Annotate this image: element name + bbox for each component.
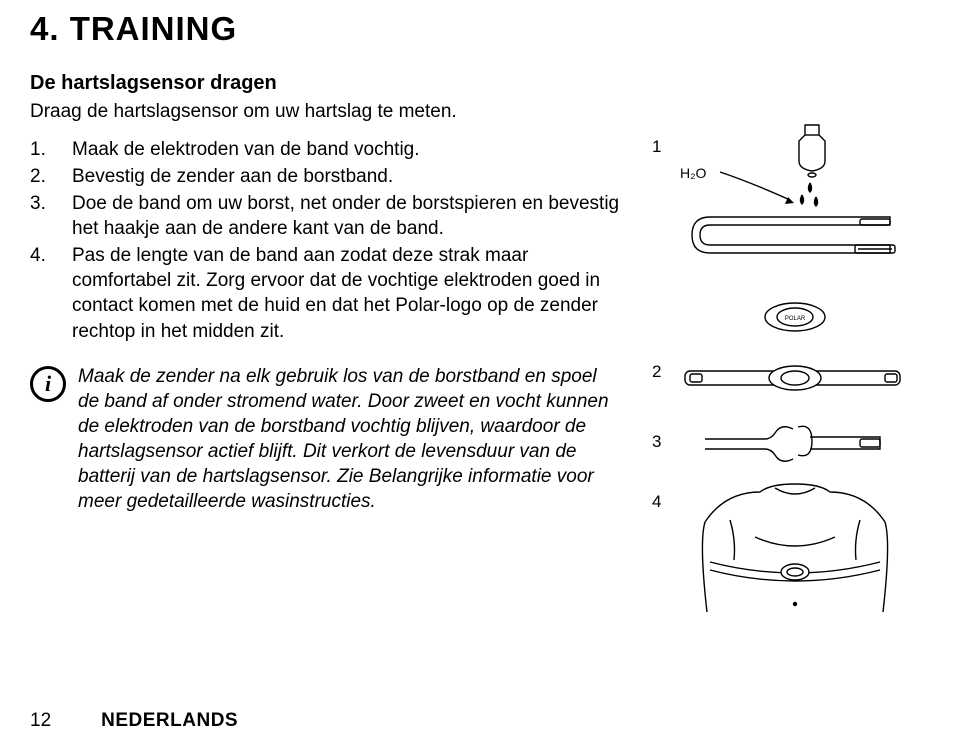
step-number: 4. [30, 243, 46, 268]
step-text: Bevestig de zender aan de borstband. [72, 166, 393, 187]
svg-text:POLAR: POLAR [785, 316, 806, 322]
instruction-diagram: 1 H₂O 2 3 4 [640, 137, 930, 617]
info-block: i Maak de zender na elk gebruik los van … [30, 364, 620, 514]
right-column: 1 H₂O 2 3 4 [640, 137, 930, 617]
step-number: 3. [30, 191, 46, 216]
section-title: 4. TRAINING [30, 10, 930, 48]
steps-list: 1. Maak de elektroden van de band vochti… [30, 137, 620, 344]
step-number: 1. [30, 137, 46, 162]
diagram-number-2: 2 [652, 362, 661, 382]
page-footer: 12 NEDERLANDS [30, 710, 238, 732]
diagram-number-3: 3 [652, 432, 661, 452]
page-number: 12 [30, 710, 51, 732]
diagram-fig-3-icon [700, 417, 890, 472]
step-item: 3. Doe de band om uw borst, net onder de… [30, 191, 620, 241]
content-row: 1. Maak de elektroden van de band vochti… [30, 137, 930, 617]
diagram-number-4: 4 [652, 492, 661, 512]
diagram-number-1: 1 [652, 137, 661, 157]
diagram-fig-1-icon [680, 117, 910, 282]
left-column: 1. Maak de elektroden van de band vochti… [30, 137, 620, 617]
info-icon: i [30, 366, 66, 402]
step-text: Pas de lengte van de band aan zodat deze… [72, 245, 600, 341]
step-text: Maak de elektroden van de band vochtig. [72, 139, 420, 160]
section-subtitle: De hartslagsensor dragen [30, 72, 930, 95]
diagram-fig-2-icon [680, 357, 910, 397]
diagram-transmitter-icon: POLAR [760, 297, 830, 337]
step-number: 2. [30, 164, 46, 189]
step-item: 2. Bevestig de zender aan de borstband. [30, 164, 620, 189]
diagram-fig-4-icon [695, 482, 895, 622]
step-item: 1. Maak de elektroden van de band vochti… [30, 137, 620, 162]
step-item: 4. Pas de lengte van de band aan zodat d… [30, 243, 620, 343]
step-text: Doe de band om uw borst, net onder de bo… [72, 193, 619, 239]
info-text: Maak de zender na elk gebruik los van de… [78, 364, 620, 514]
footer-language: NEDERLANDS [101, 710, 238, 732]
